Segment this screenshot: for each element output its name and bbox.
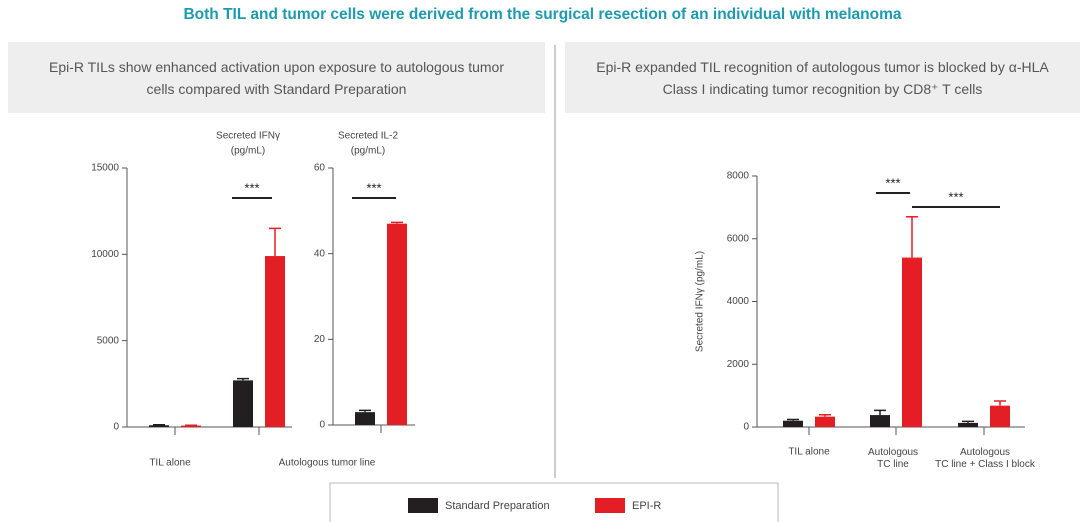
chart-title: Secreted IL-2 [338,131,398,142]
error-bar [819,414,831,417]
bar [181,425,201,427]
y-tick-label: 0 [113,422,119,433]
error-bar [359,409,371,413]
error-bar [269,227,281,257]
panel-title-text: Epi-R expanded TIL recognition of autolo… [596,58,1049,97]
significance-label: *** [885,175,900,190]
y-axis-label: Secreted IFNγ (pg/mL) [695,251,706,352]
bar [958,422,978,427]
bar [902,257,922,427]
legend-label: EPI-R [632,500,661,512]
bar [815,416,835,427]
x-tick-label: Autologous TC line + Class I block [935,447,1036,470]
bar [233,380,253,427]
bar [355,412,375,425]
error-bar [962,420,974,423]
y-tick-label: 20 [314,334,326,345]
y-tick-label: 10000 [91,249,119,260]
legend-label: Standard Preparation [445,500,550,512]
error-bar [787,418,799,421]
error-bar [153,424,165,426]
y-tick-label: 5000 [97,335,120,346]
legend-swatch [595,498,625,513]
x-tick-label: TIL alone [788,447,830,458]
bar [870,415,890,427]
bar [265,256,285,427]
y-tick-label: 40 [314,248,326,259]
y-tick-label: 4000 [727,296,750,307]
chart-subtitle: (pg/mL) [351,146,385,157]
significance-label: *** [948,189,963,204]
bar [387,223,407,425]
error-bar [994,400,1006,406]
legend-box [329,482,779,522]
error-bar [391,221,403,224]
panel-title: Epi-R TILs show enhanced activation upon… [8,42,545,113]
x-tick-label: TIL alone [149,458,191,469]
bar [990,405,1010,427]
panel-title: Epi-R expanded TIL recognition of autolo… [565,42,1080,113]
y-tick-label: 0 [319,420,325,431]
y-tick-label: 60 [314,163,326,174]
chart-subtitle: (pg/mL) [231,146,265,157]
x-tick-label: Autologous TC line [868,447,918,470]
y-tick-label: 6000 [727,233,750,244]
y-tick-label: 8000 [727,171,750,182]
error-bar [874,409,886,416]
chart-title: Secreted IFNγ [216,131,280,142]
bar [783,420,803,427]
x-tick-label: Autologous tumor line [279,458,376,469]
figure-title: Both TIL and tumor cells were derived fr… [183,6,902,23]
y-tick-label: 2000 [727,359,750,370]
y-tick-label: 0 [743,422,749,433]
error-bar [906,216,918,258]
bar [149,425,169,427]
significance-label: *** [244,180,259,195]
y-tick-label: 15000 [91,163,119,174]
legend-swatch [408,498,438,513]
error-bar [237,377,249,381]
significance-label: *** [366,180,381,195]
panel-title-text: Epi-R TILs show enhanced activation upon… [48,58,505,97]
